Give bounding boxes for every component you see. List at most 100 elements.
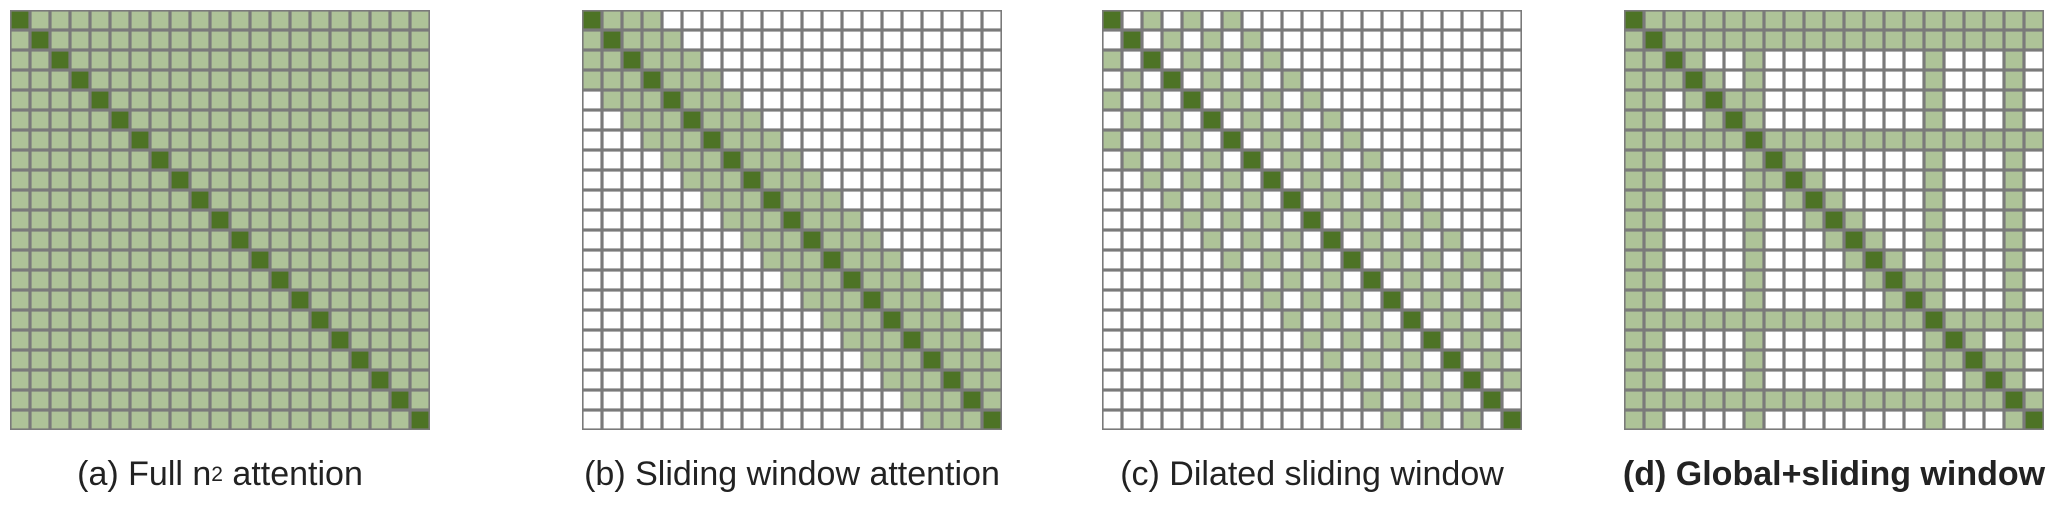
matrix-cell-empty xyxy=(663,211,681,229)
matrix-cell-empty xyxy=(1805,231,1823,249)
matrix-cell-attended xyxy=(963,331,981,349)
matrix-cell-empty xyxy=(883,211,901,229)
matrix-cell-empty xyxy=(1905,371,1923,389)
matrix-cell-empty xyxy=(1685,331,1703,349)
matrix-cell-attended xyxy=(1123,151,1141,169)
matrix-cell-empty xyxy=(743,251,761,269)
matrix-cell-empty xyxy=(923,171,941,189)
matrix-cell-attended xyxy=(743,131,761,149)
matrix-cell-attended xyxy=(1965,311,1983,329)
matrix-cell-empty xyxy=(623,231,641,249)
matrix-cell-empty xyxy=(1725,151,1743,169)
matrix-cell-attended xyxy=(1283,151,1301,169)
matrix-cell-attended xyxy=(251,331,269,349)
matrix-cell-attended xyxy=(191,31,209,49)
matrix-cell-attended xyxy=(31,171,49,189)
matrix-cell-diagonal xyxy=(371,371,389,389)
matrix-cell-empty xyxy=(1103,311,1121,329)
matrix-cell-attended xyxy=(111,331,129,349)
matrix-cell-empty xyxy=(1965,111,1983,129)
matrix-cell-attended xyxy=(2005,191,2023,209)
matrix-cell-empty xyxy=(983,71,1001,89)
matrix-cell-attended xyxy=(371,111,389,129)
matrix-cell-empty xyxy=(623,311,641,329)
matrix-cell-attended xyxy=(583,71,601,89)
matrix-cell-empty xyxy=(1483,291,1501,309)
matrix-cell-attended xyxy=(191,151,209,169)
matrix-cell-attended xyxy=(91,31,109,49)
matrix-cell-attended xyxy=(663,151,681,169)
matrix-cell-attended xyxy=(171,251,189,269)
matrix-cell-attended xyxy=(1845,211,1863,229)
matrix-cell-empty xyxy=(983,291,1001,309)
matrix-cell-empty xyxy=(1403,131,1421,149)
matrix-cell-attended xyxy=(191,371,209,389)
matrix-cell-attended xyxy=(291,331,309,349)
matrix-cell-attended xyxy=(1423,251,1441,269)
matrix-cell-attended xyxy=(2025,311,2043,329)
matrix-cell-empty xyxy=(1443,11,1461,29)
matrix-cell-diagonal xyxy=(1343,251,1361,269)
matrix-cell-empty xyxy=(1483,191,1501,209)
matrix-cell-empty xyxy=(1483,111,1501,129)
matrix-cell-empty xyxy=(1303,111,1321,129)
matrix-cell-empty xyxy=(1123,211,1141,229)
matrix-cell-empty xyxy=(743,391,761,409)
matrix-cell-attended xyxy=(1885,131,1903,149)
matrix-cell-empty xyxy=(1905,331,1923,349)
matrix-cell-attended xyxy=(2005,71,2023,89)
matrix-cell-attended xyxy=(191,211,209,229)
matrix-cell-attended xyxy=(91,351,109,369)
matrix-cell-empty xyxy=(1825,91,1843,109)
caption-b-text: (b) Sliding window attention xyxy=(584,455,1000,493)
matrix-cell-attended xyxy=(411,391,429,409)
matrix-cell-attended xyxy=(1163,31,1181,49)
matrix-cell-attended xyxy=(111,231,129,249)
matrix-cell-attended xyxy=(131,251,149,269)
matrix-cell-attended xyxy=(371,311,389,329)
matrix-cell-attended xyxy=(351,391,369,409)
matrix-cell-empty xyxy=(1443,111,1461,129)
matrix-cell-attended xyxy=(1645,251,1663,269)
matrix-cell-empty xyxy=(663,351,681,369)
matrix-cell-empty xyxy=(783,111,801,129)
matrix-cell-attended xyxy=(1765,31,1783,49)
matrix-cell-empty xyxy=(1845,331,1863,349)
matrix-cell-empty xyxy=(863,91,881,109)
matrix-cell-attended xyxy=(1765,11,1783,29)
matrix-cell-attended xyxy=(391,11,409,29)
matrix-cell-attended xyxy=(291,71,309,89)
matrix-cell-empty xyxy=(1423,91,1441,109)
matrix-cell-attended xyxy=(1363,191,1381,209)
matrix-cell-empty xyxy=(1283,371,1301,389)
matrix-cell-empty xyxy=(1845,351,1863,369)
matrix-cell-diagonal xyxy=(51,51,69,69)
matrix-cell-empty xyxy=(1283,411,1301,429)
matrix-cell-empty xyxy=(603,291,621,309)
matrix-cell-diagonal xyxy=(623,51,641,69)
matrix-cell-attended xyxy=(1785,311,1803,329)
matrix-cell-attended xyxy=(171,131,189,149)
matrix-cell-empty xyxy=(743,91,761,109)
matrix-cell-empty xyxy=(1985,191,2003,209)
matrix-cell-empty xyxy=(1503,31,1521,49)
matrix-cell-attended xyxy=(1625,191,1643,209)
matrix-cell-empty xyxy=(1665,371,1683,389)
matrix-cell-attended xyxy=(271,11,289,29)
matrix-cell-attended xyxy=(251,311,269,329)
matrix-cell-attended xyxy=(231,211,249,229)
matrix-cell-attended xyxy=(71,211,89,229)
matrix-cell-attended xyxy=(1645,151,1663,169)
matrix-cell-attended xyxy=(1665,71,1683,89)
matrix-cell-attended xyxy=(251,211,269,229)
matrix-cell-attended xyxy=(151,11,169,29)
matrix-cell-attended xyxy=(1865,11,1883,29)
matrix-cell-attended xyxy=(211,151,229,169)
matrix-cell-empty xyxy=(1945,111,1963,129)
matrix-cell-attended xyxy=(51,411,69,429)
matrix-cell-attended xyxy=(211,331,229,349)
matrix-cell-attended xyxy=(1323,351,1341,369)
matrix-cell-empty xyxy=(1143,351,1161,369)
matrix-cell-attended xyxy=(111,11,129,29)
matrix-cell-empty xyxy=(863,51,881,69)
